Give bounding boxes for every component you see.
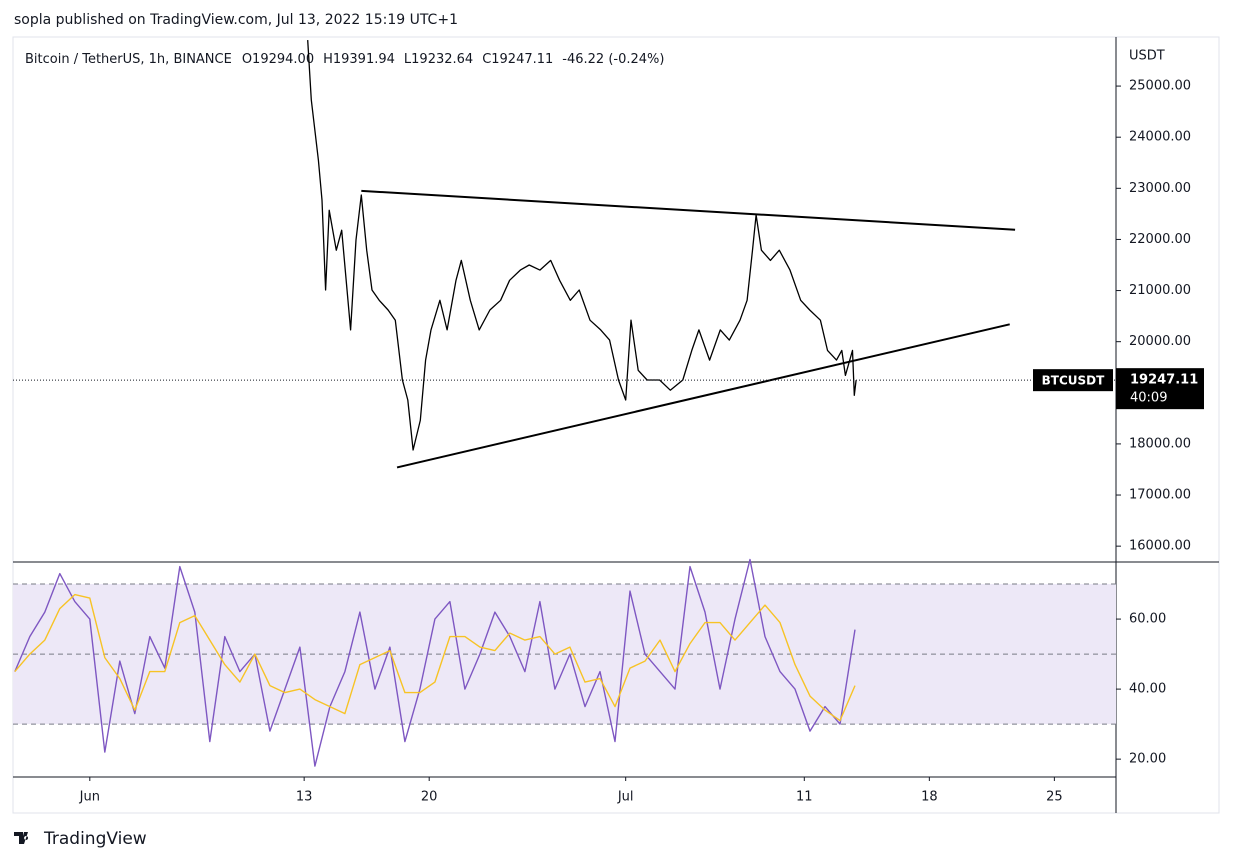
series-line (14, 593, 856, 722)
frame (12, 36, 1220, 814)
price-box (1116, 368, 1204, 410)
footer: TradingView (43, 829, 147, 849)
y-tick-label: 21000.00 (1129, 283, 1191, 298)
symbol-box (1033, 369, 1113, 392)
trendline (361, 189, 1016, 231)
y-tick-label: 23000.00 (1129, 181, 1191, 196)
y-tick-label: 22000.00 (1129, 232, 1191, 247)
y-tick-label: 17000.00 (1129, 488, 1191, 503)
x-tick-label: 25 (1046, 790, 1063, 805)
y-tick-label: 60.00 (1129, 612, 1166, 627)
y-tick-label: 25000.00 (1129, 79, 1191, 94)
y-tick-label: 18000.00 (1129, 436, 1191, 451)
y-tick-label: 20000.00 (1129, 334, 1191, 349)
logo (14, 832, 29, 844)
trendline (396, 323, 1010, 469)
x-tick-label: Jul (617, 790, 634, 805)
logo-icon (14, 832, 29, 844)
x-tick-label: 18 (921, 790, 938, 805)
x-tick-label: 11 (796, 790, 813, 805)
ohlc: O19294.00 (242, 52, 314, 67)
ohlc: L19232.64 (404, 52, 473, 67)
ohlc: C19247.11 (482, 52, 553, 67)
y-tick-label: 24000.00 (1129, 130, 1191, 145)
y-tick-label: 20.00 (1129, 752, 1166, 767)
header: sopla published on TradingView.com, Jul … (14, 12, 458, 28)
legend: Bitcoin / TetherUS, 1h, BINANCE O19294.00… (25, 52, 664, 67)
series-line (14, 558, 856, 767)
series-line (307, 40, 857, 451)
last-price-label: 19247.11 (1130, 373, 1198, 388)
x-tick-label: 13 (296, 790, 313, 805)
y-axis-label: USDT (1129, 49, 1165, 64)
x-tick-label: Jun (79, 790, 100, 805)
y-tick-label: 16000.00 (1129, 539, 1191, 554)
ohlc: H19391.94 (323, 52, 395, 67)
symbol-label: BTCUSDT (1042, 374, 1105, 388)
countdown: 40:09 (1130, 391, 1167, 406)
x-tick-label: 20 (421, 790, 438, 805)
symbol: Bitcoin / TetherUS, 1h, BINANCE (25, 52, 232, 67)
y-tick-label: 40.00 (1129, 682, 1166, 697)
ohlc: -46.22 (-0.24%) (562, 52, 664, 67)
